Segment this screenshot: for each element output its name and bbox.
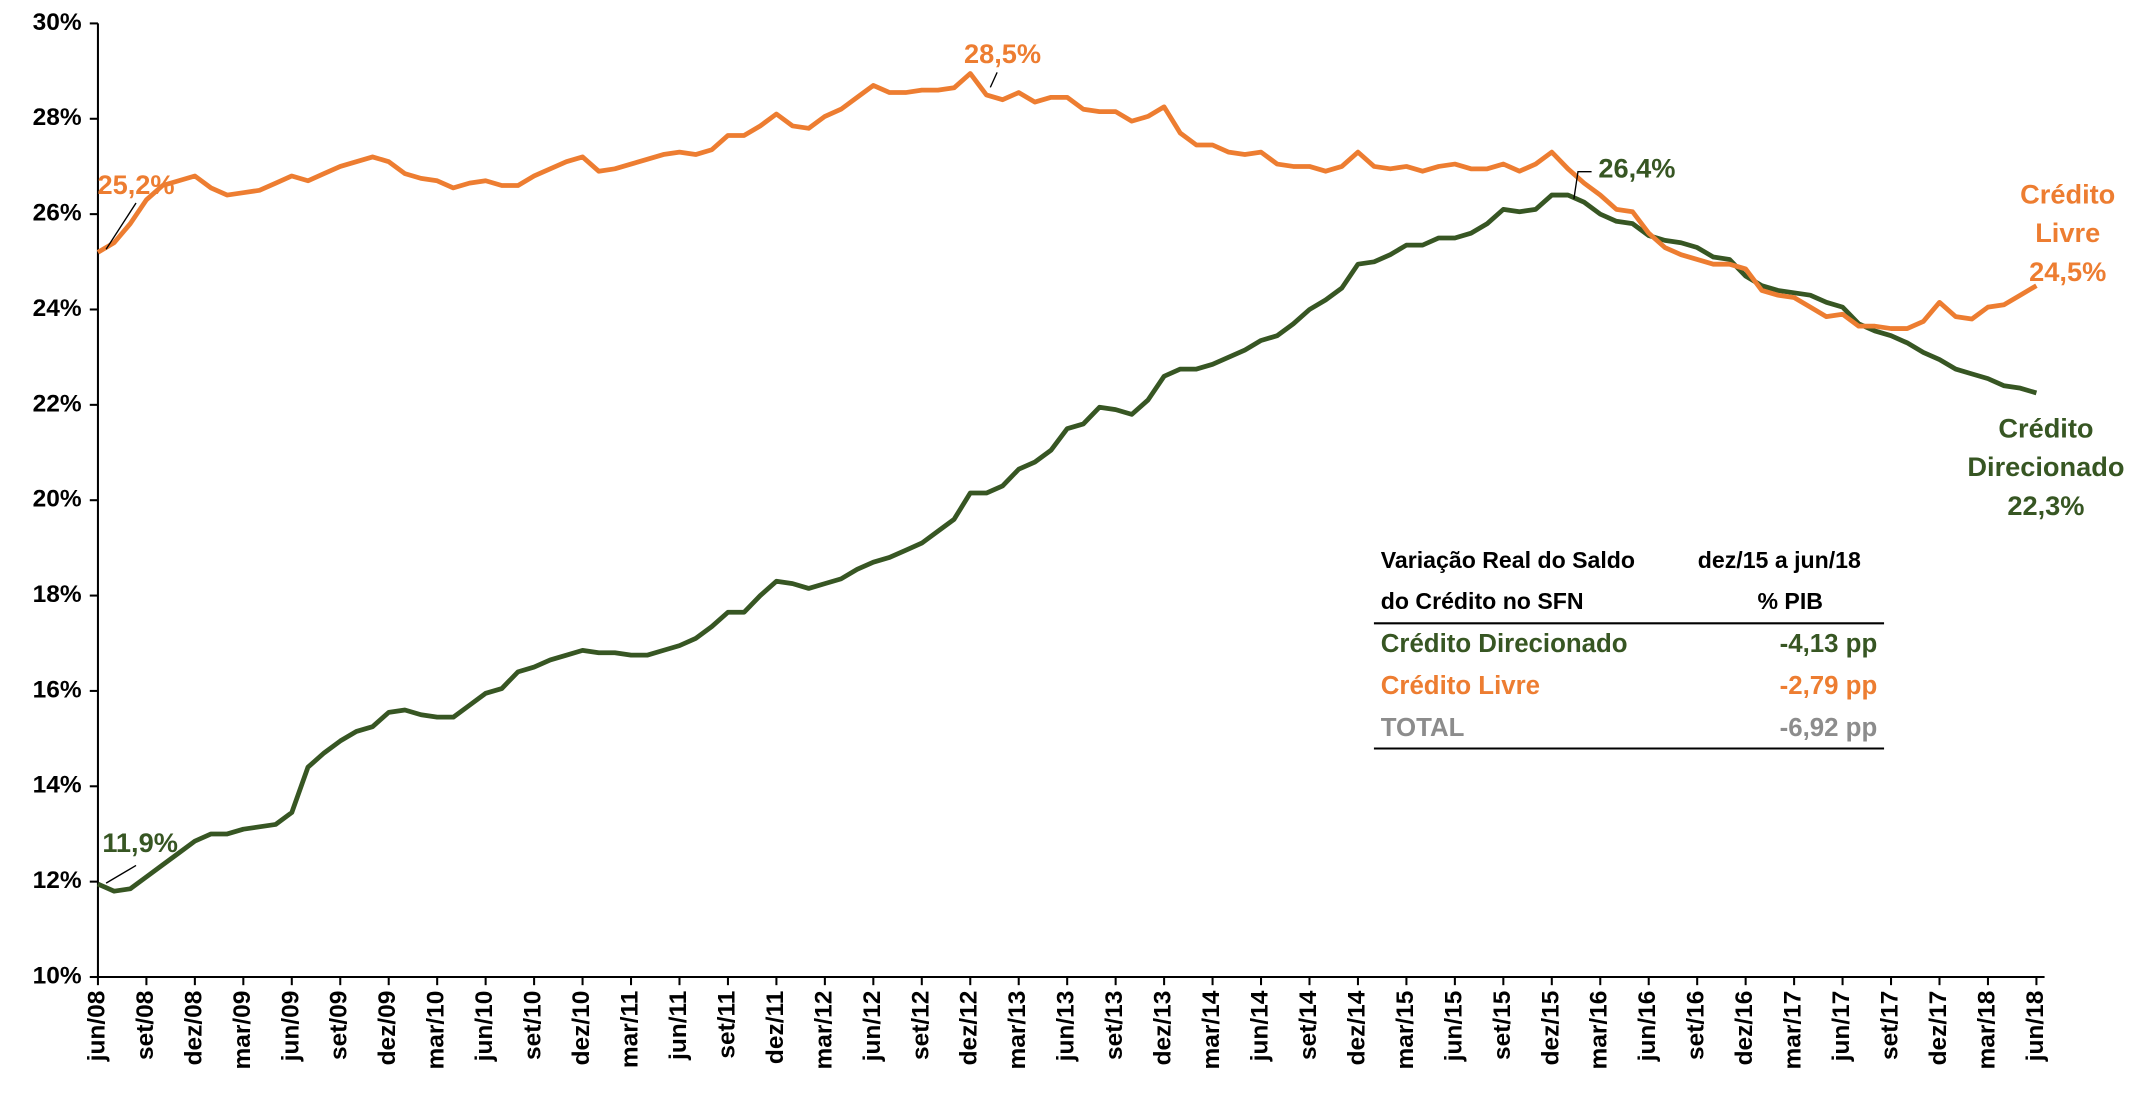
annotation: 24,5% [2029,256,2106,287]
annotation: 22,3% [2007,490,2084,521]
x-tick-label: mar/11 [616,991,643,1069]
x-tick-label: set/17 [1876,991,1903,1060]
annotation: 26,4% [1598,153,1675,184]
table-label: Crédito Direcionado [1381,630,1628,658]
y-tick-label: 18% [33,581,82,608]
x-tick-label: mar/12 [810,991,837,1070]
y-tick-label: 26% [33,200,82,227]
x-tick-label: jun/10 [471,991,498,1063]
x-tick-label: set/08 [132,991,159,1060]
x-tick-label: dez/14 [1343,990,1370,1065]
table-value: -6,92 pp [1780,714,1878,742]
x-tick-label: set/14 [1295,990,1322,1060]
annotation: 28,5% [964,38,1041,69]
x-tick-label: mar/16 [1586,991,1613,1070]
table-header: dez/15 a jun/18 [1698,547,1861,573]
x-tick-label: dez/08 [180,991,207,1066]
x-tick-label: dez/09 [374,991,401,1066]
x-tick-label: dez/15 [1537,991,1564,1066]
x-tick-label: jun/16 [1634,991,1661,1063]
table-header: % PIB [1757,588,1823,614]
x-tick-label: jun/12 [859,991,886,1063]
x-tick-label: set/13 [1101,991,1128,1060]
x-tick-label: dez/12 [956,991,983,1066]
table-header: Variação Real do Saldo [1381,547,1635,573]
y-tick-label: 24% [33,295,82,322]
y-tick-label: 14% [33,772,82,799]
x-tick-label: dez/16 [1731,991,1758,1066]
y-tick-label: 10% [33,962,82,989]
x-tick-label: dez/13 [1150,991,1177,1066]
y-tick-label: 22% [33,390,82,417]
x-tick-label: set/10 [520,991,547,1060]
x-tick-label: mar/09 [229,991,256,1070]
x-tick-label: mar/10 [423,991,450,1070]
x-tick-label: jun/15 [1440,991,1467,1063]
y-tick-label: 12% [33,867,82,894]
y-tick-label: 20% [33,486,82,513]
x-tick-label: jun/09 [277,991,304,1063]
x-tick-label: dez/17 [1925,991,1952,1066]
y-tick-label: 16% [33,676,82,703]
leader-line [105,202,137,250]
x-tick-label: set/12 [907,991,934,1060]
x-tick-label: mar/15 [1392,991,1419,1070]
x-tick-label: set/11 [713,991,740,1059]
x-tick-label: mar/14 [1198,990,1225,1069]
x-tick-label: jun/18 [2022,991,2049,1063]
x-tick-label: mar/17 [1780,991,1807,1070]
series-line [96,71,2038,331]
x-tick-label: jun/17 [1828,991,1855,1063]
table-header: do Crédito no SFN [1381,588,1584,614]
x-tick-label: dez/10 [568,991,595,1066]
x-tick-label: jun/11 [665,991,692,1061]
table-label: TOTAL [1381,714,1465,742]
leader-line [989,72,998,88]
leader-line [1573,171,1592,199]
x-tick-label: set/16 [1683,991,1710,1060]
table-label: Crédito Livre [1381,672,1540,700]
y-tick-label: 30% [33,9,82,36]
table-value: -2,79 pp [1780,672,1878,700]
annotation: 25,2% [97,169,174,200]
x-tick-label: jun/08 [83,991,110,1063]
series-line [96,192,2038,894]
leader-line [105,864,137,884]
x-tick-label: set/09 [326,991,353,1060]
x-tick-label: jun/14 [1246,990,1273,1062]
annotation: Direcionado [1967,451,2124,482]
x-tick-label: dez/11 [762,991,789,1064]
x-tick-label: mar/13 [1004,991,1031,1070]
annotation: Livre [2035,217,2100,248]
x-tick-label: set/15 [1489,991,1516,1060]
annotation: Crédito [1998,412,2093,443]
annotation: Crédito [2020,178,2115,209]
annotation: 11,9% [102,827,178,858]
x-tick-label: jun/13 [1053,991,1080,1063]
y-tick-label: 28% [33,104,82,131]
x-tick-label: mar/18 [1973,991,2000,1070]
table-value: -4,13 pp [1780,630,1878,658]
